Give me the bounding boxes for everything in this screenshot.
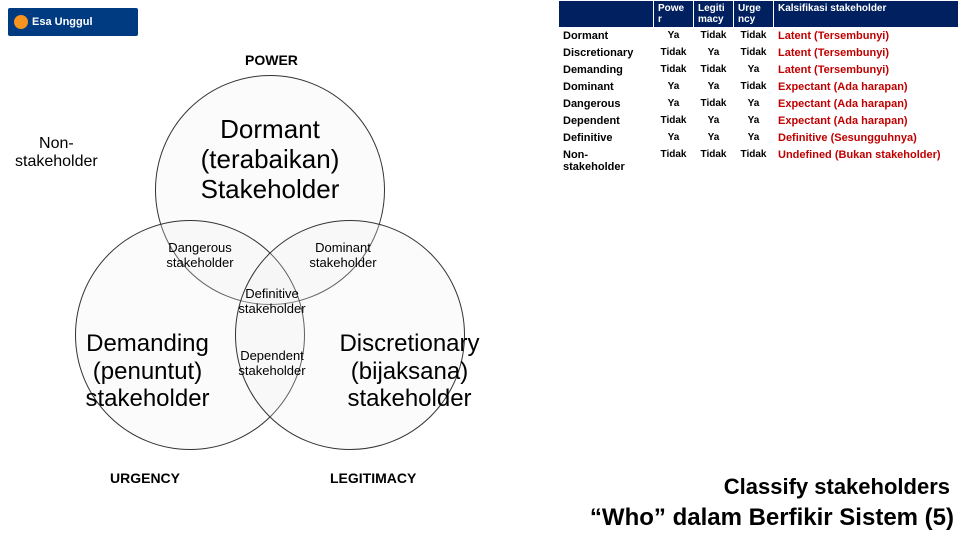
cell-name: Definitive xyxy=(559,130,654,147)
cell-name: Non-stakeholder xyxy=(559,147,654,176)
cell-legitimacy: Ya xyxy=(694,79,734,96)
label-dormant: Dormant (terabaikan) Stakeholder xyxy=(180,115,360,205)
footer-classify: Classify stakeholders xyxy=(724,474,950,500)
cell-name: Dependent xyxy=(559,113,654,130)
table-row: DependentTidakYaYaExpectant (Ada harapan… xyxy=(559,113,959,130)
label-discretionary: Discretionary (bijaksana) stakeholder xyxy=(322,330,497,413)
cell-klasifikasi: Undefined (Bukan stakeholder) xyxy=(774,147,959,176)
cell-power: Ya xyxy=(654,96,694,113)
cell-urgency: Ya xyxy=(734,62,774,79)
cell-klasifikasi: Expectant (Ada harapan) xyxy=(774,96,959,113)
label-legitimacy: LEGITIMACY xyxy=(330,470,416,486)
footer-title: “Who” dalam Berfikir Sistem (5) xyxy=(590,504,954,532)
cell-klasifikasi: Latent (Tersembunyi) xyxy=(774,28,959,45)
label-urgency: URGENCY xyxy=(110,470,180,486)
cell-name: Dangerous xyxy=(559,96,654,113)
cell-power: Tidak xyxy=(654,147,694,176)
table-row: DominantYaYaTidakExpectant (Ada harapan) xyxy=(559,79,959,96)
logo-dot-icon xyxy=(14,15,28,29)
label-dangerous: Dangerous stakeholder xyxy=(155,240,245,270)
th-legitimacy: Legiti macy xyxy=(694,1,734,28)
th-blank xyxy=(559,1,654,28)
table-row: DemandingTidakTidakYaLatent (Tersembunyi… xyxy=(559,62,959,79)
logo: Esa Unggul xyxy=(8,8,138,36)
table-row: DormantYaTidakTidakLatent (Tersembunyi) xyxy=(559,28,959,45)
label-dependent: Dependent stakeholder xyxy=(232,348,312,378)
label-nonstakeholder: Non- stakeholder xyxy=(15,135,98,171)
cell-legitimacy: Tidak xyxy=(694,147,734,176)
cell-name: Dormant xyxy=(559,28,654,45)
cell-legitimacy: Ya xyxy=(694,45,734,62)
label-dominant: Dominant stakeholder xyxy=(298,240,388,270)
cell-power: Ya xyxy=(654,28,694,45)
cell-urgency: Tidak xyxy=(734,45,774,62)
logo-text: Esa Unggul xyxy=(32,16,93,28)
cell-urgency: Tidak xyxy=(734,79,774,96)
cell-urgency: Ya xyxy=(734,96,774,113)
table: Powe r Legiti macy Urge ncy Kalsifikasi … xyxy=(558,0,959,176)
table-header-row: Powe r Legiti macy Urge ncy Kalsifikasi … xyxy=(559,1,959,28)
table-row: DangerousYaTidakYaExpectant (Ada harapan… xyxy=(559,96,959,113)
table-row: Non-stakeholderTidakTidakTidakUndefined … xyxy=(559,147,959,176)
cell-power: Ya xyxy=(654,130,694,147)
th-urgency: Urge ncy xyxy=(734,1,774,28)
label-power: POWER xyxy=(245,52,298,68)
cell-urgency: Tidak xyxy=(734,147,774,176)
cell-power: Tidak xyxy=(654,45,694,62)
venn-diagram: POWER URGENCY LEGITIMACY Non- stakeholde… xyxy=(0,40,555,500)
table-row: DiscretionaryTidakYaTidakLatent (Tersemb… xyxy=(559,45,959,62)
cell-klasifikasi: Latent (Tersembunyi) xyxy=(774,62,959,79)
th-klasifikasi: Kalsifikasi stakeholder xyxy=(774,1,959,28)
cell-legitimacy: Tidak xyxy=(694,62,734,79)
cell-urgency: Tidak xyxy=(734,28,774,45)
cell-legitimacy: Tidak xyxy=(694,28,734,45)
cell-legitimacy: Ya xyxy=(694,130,734,147)
page: Esa Unggul POWER URGENCY LEGITIMACY Non-… xyxy=(0,0,960,540)
stakeholder-table: Powe r Legiti macy Urge ncy Kalsifikasi … xyxy=(558,0,958,176)
cell-klasifikasi: Expectant (Ada harapan) xyxy=(774,79,959,96)
cell-urgency: Ya xyxy=(734,113,774,130)
cell-legitimacy: Tidak xyxy=(694,96,734,113)
cell-power: Tidak xyxy=(654,113,694,130)
cell-name: Dominant xyxy=(559,79,654,96)
cell-urgency: Ya xyxy=(734,130,774,147)
cell-klasifikasi: Definitive (Sesungguhnya) xyxy=(774,130,959,147)
cell-klasifikasi: Expectant (Ada harapan) xyxy=(774,113,959,130)
cell-name: Discretionary xyxy=(559,45,654,62)
label-demanding: Demanding (penuntut) stakeholder xyxy=(70,330,225,413)
cell-klasifikasi: Latent (Tersembunyi) xyxy=(774,45,959,62)
th-power: Powe r xyxy=(654,1,694,28)
cell-power: Ya xyxy=(654,79,694,96)
cell-power: Tidak xyxy=(654,62,694,79)
label-definitive: Definitive stakeholder xyxy=(227,286,317,316)
table-row: DefinitiveYaYaYaDefinitive (Sesungguhnya… xyxy=(559,130,959,147)
cell-legitimacy: Ya xyxy=(694,113,734,130)
cell-name: Demanding xyxy=(559,62,654,79)
